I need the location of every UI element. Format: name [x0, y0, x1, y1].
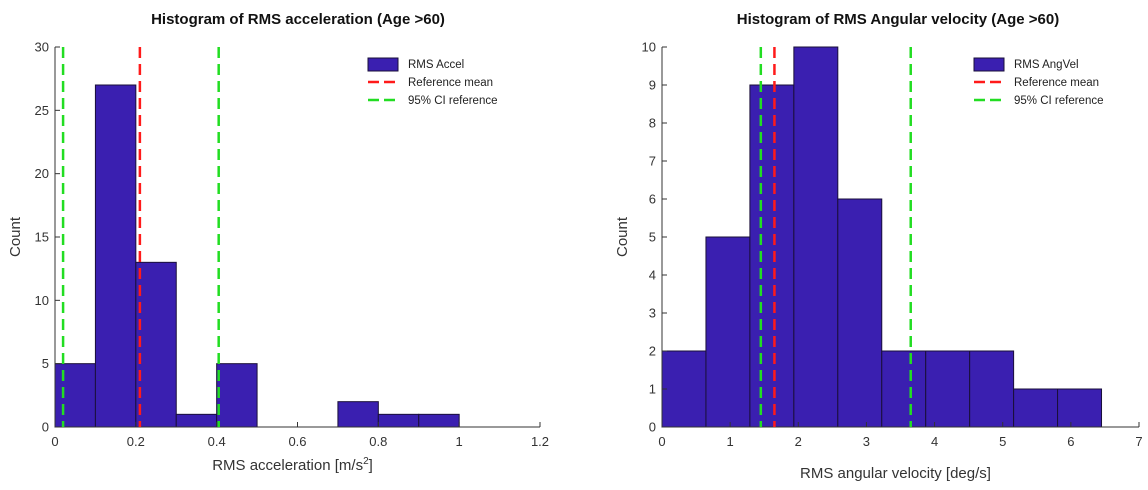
chart1-y-tick-label: 0 — [42, 420, 49, 435]
chart1-x-tick-label: 0 — [51, 434, 58, 449]
chart1-bar-3 — [135, 261, 177, 428]
chart2-y-tick-label: 5 — [649, 230, 656, 245]
chart2-y-axis-label: Count — [614, 216, 631, 257]
chart1-bar-1 — [54, 363, 96, 428]
chart2-x-tick-label: 7 — [1135, 434, 1142, 449]
chart2-bar-8 — [969, 350, 1015, 428]
chart1-x-tick-label: 0.2 — [127, 434, 145, 449]
chart2-bar-4 — [793, 46, 839, 428]
chart1-title: Histogram of RMS acceleration (Age >60) — [151, 11, 445, 28]
chart1-legend-label-1: RMS Accel — [408, 59, 464, 71]
chart2-x-tick-label: 4 — [931, 434, 938, 449]
chart1-y-axis-label: Count — [7, 216, 24, 257]
chart1-y-tick-label: 25 — [35, 103, 49, 118]
chart2-bar-1 — [661, 350, 707, 428]
chart1-bar-5 — [216, 363, 258, 428]
chart1-y-tick-label: 15 — [35, 230, 49, 245]
chart2-x-tick-label: 5 — [999, 434, 1006, 449]
chart2-y-tick-label: 0 — [649, 420, 656, 435]
chart2-x-tick-label: 2 — [795, 434, 802, 449]
chart2-title: Histogram of RMS Angular velocity (Age >… — [737, 11, 1059, 28]
chart1-bar-2 — [94, 84, 137, 428]
chart1-bar-4 — [175, 413, 218, 428]
chart2-legend-label-2: Reference mean — [1014, 77, 1099, 89]
chart1-x-tick-label: 0.8 — [369, 434, 387, 449]
chart2-legend-label-1: RMS AngVel — [1014, 59, 1079, 71]
chart2-x-tick-label: 1 — [727, 434, 734, 449]
chart2-bar-7 — [925, 350, 971, 428]
chart2-y-tick-label: 1 — [649, 382, 656, 397]
chart2-x-axis-label: RMS angular velocity [deg/s] — [800, 465, 991, 482]
chart1-bar-10 — [418, 413, 460, 428]
chart1-x-tick-label: 1 — [456, 434, 463, 449]
chart1-x-tick-label: 0.6 — [288, 434, 306, 449]
chart1-y-tick-label: 30 — [35, 40, 49, 55]
histogram-rms-angular-velocity: Histogram of RMS Angular velocity (Age >… — [614, 11, 1143, 482]
chart1-y-tick-label: 10 — [35, 293, 49, 308]
chart2-x-tick-label: 6 — [1067, 434, 1074, 449]
histogram-rms-acceleration: Histogram of RMS acceleration (Age >60) 0… — [7, 11, 549, 474]
chart1-bar-9 — [377, 413, 420, 428]
chart2-y-tick-label: 3 — [649, 306, 656, 321]
chart2-bar-6 — [881, 350, 927, 428]
chart2-y-tick-label: 7 — [649, 154, 656, 169]
chart1-y-tick-label: 5 — [42, 356, 49, 371]
chart2-bar-5 — [837, 198, 883, 428]
chart2-y-tick-label: 9 — [649, 78, 656, 93]
chart1-x-tick-label: 0.4 — [208, 434, 226, 449]
chart1-legend-swatch-bars — [367, 57, 399, 72]
chart2-y-tick-label: 6 — [649, 192, 656, 207]
chart1-bar-8 — [337, 401, 379, 428]
chart1-x-tick-label: 1.2 — [531, 434, 549, 449]
chart1-legend-label-2: Reference mean — [408, 77, 493, 89]
chart2-y-tick-label: 10 — [642, 40, 656, 55]
chart2-x-tick-label: 0 — [658, 434, 665, 449]
chart2-y-tick-label: 8 — [649, 116, 656, 131]
chart2-legend-swatch-bars — [973, 57, 1005, 72]
chart1-legend-label-3: 95% CI reference — [408, 95, 498, 107]
chart2-y-tick-label: 2 — [649, 344, 656, 359]
chart2-legend-label-3: 95% CI reference — [1014, 95, 1104, 107]
chart2-x-tick-label: 3 — [863, 434, 870, 449]
chart2-bar-10 — [1057, 388, 1103, 428]
chart1-x-axis-label: RMS acceleration [m/s2] — [212, 456, 373, 474]
chart2-bar-9 — [1013, 388, 1059, 428]
chart2-bar-2 — [705, 236, 751, 428]
chart1-y-tick-label: 20 — [35, 166, 49, 181]
chart2-y-tick-label: 4 — [649, 268, 656, 283]
chart2-bar-3 — [749, 84, 795, 428]
